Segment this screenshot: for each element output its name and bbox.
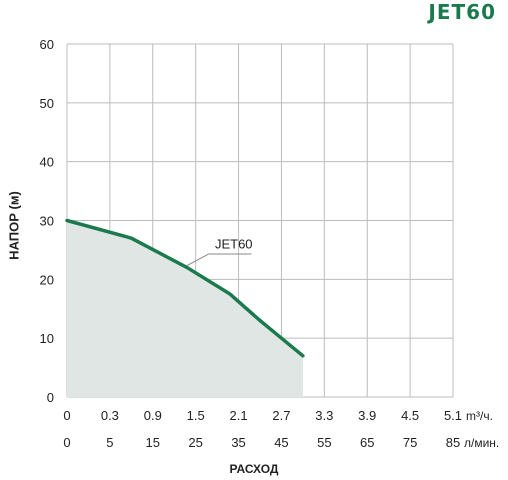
y-tick-label: 20 [40,272,54,287]
series-lines [65,218,305,358]
x-tick-label-lmin: 5 [106,435,113,450]
x-axis-label: РАСХОД [229,462,279,476]
x-tick-label-lmin: 45 [274,435,288,450]
chart-title: JET60 [428,0,496,24]
x-unit-m3h: m³/ч. [466,409,493,423]
y-tick-label: 0 [47,390,54,405]
y-tick-label: 30 [40,214,54,229]
x-tick-label-m3h: 5.1 [444,408,462,423]
x-tick-label-m3h: 0.3 [101,408,119,423]
x-tick-label-lmin: 25 [188,435,202,450]
y-tick-label: 60 [40,37,54,52]
y-tick-label: 50 [40,96,54,111]
series-label-jet60: JET60 [215,237,253,252]
x-tick-label-m3h: 2.7 [272,408,290,423]
y-tick-label: 40 [40,155,54,170]
x-tick-label-lmin: 75 [403,435,417,450]
x-tick-label-m3h: 1.5 [187,408,205,423]
x-tick-label-lmin: 55 [317,435,331,450]
series-line-jet60 [65,218,305,358]
x-tick-label-m3h: 3.3 [315,408,333,423]
x-tick-label-m3h: 3.9 [358,408,376,423]
x-tick-label-lmin: 85 [446,435,460,450]
area-under-curve [67,220,303,397]
x-tick-label-m3h: 0.9 [144,408,162,423]
x-tick-label-lmin: 15 [146,435,160,450]
x-tick-label-m3h: 0 [63,408,70,423]
series-leader-line [186,253,209,267]
y-tick-label: 10 [40,331,54,346]
x-unit-lmin: л/мин. [464,436,499,450]
x-tick-label-lmin: 0 [63,435,70,450]
x-tick-label-m3h: 2.1 [230,408,248,423]
x-tick-label-lmin: 65 [360,435,374,450]
x-tick-label-m3h: 4.5 [401,408,419,423]
area-fill [67,220,303,397]
x-tick-label-lmin: 35 [231,435,245,450]
